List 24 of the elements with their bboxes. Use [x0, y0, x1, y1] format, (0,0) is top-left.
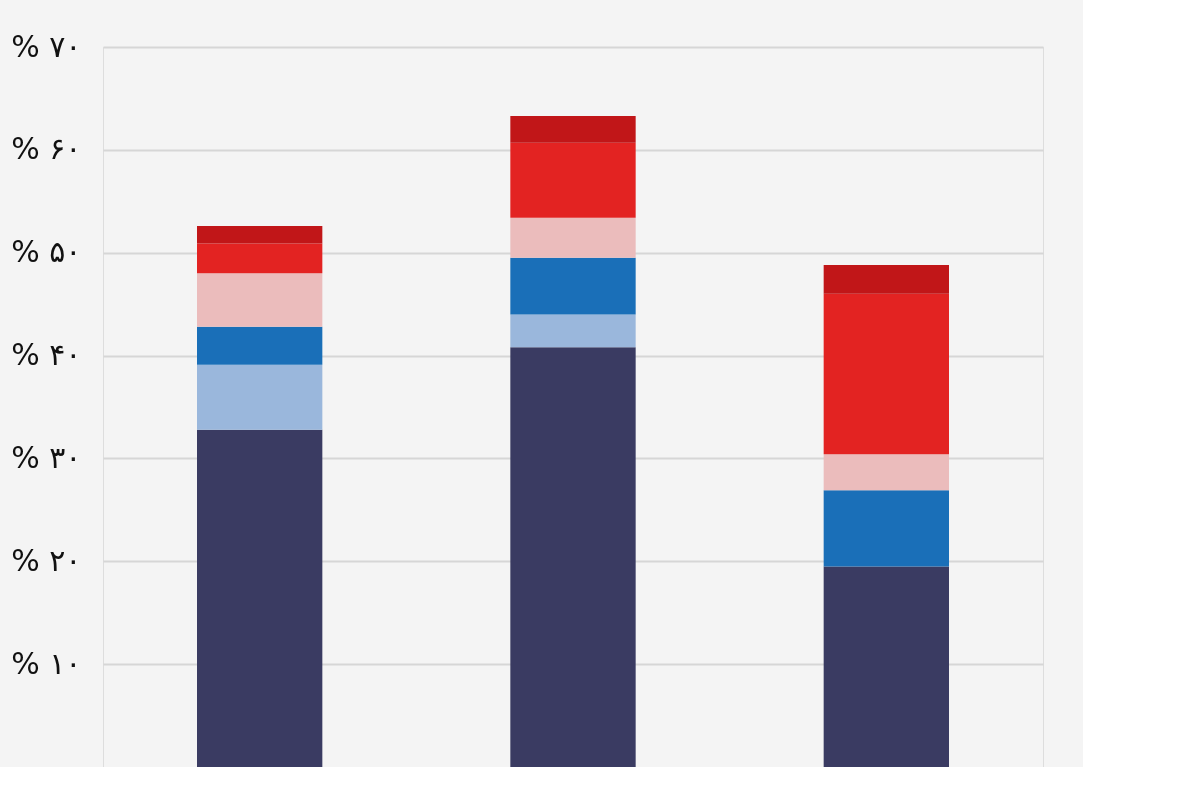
y-tick-label: % ۶۰	[11, 131, 82, 167]
bar	[823, 566, 949, 767]
bar	[197, 273, 323, 327]
bar	[510, 217, 636, 258]
bar	[823, 265, 949, 294]
y-tick-label: % ۱۰	[11, 645, 82, 681]
bar	[823, 454, 949, 491]
bar	[510, 257, 636, 315]
bar	[197, 429, 323, 767]
bar	[510, 314, 636, 348]
y-tick-label: % ۳۰	[11, 439, 82, 475]
bar	[197, 243, 323, 274]
bar	[823, 490, 949, 567]
y-tick-label: % ۵۰	[11, 234, 82, 270]
bar	[510, 142, 636, 218]
bar	[197, 225, 323, 244]
y-tick-label: % ۲۰	[11, 542, 82, 578]
y-tick-label: % ۷۰	[11, 28, 82, 64]
bar	[197, 326, 323, 365]
y-tick-label: % ۴۰	[11, 337, 82, 373]
bar	[823, 293, 949, 455]
bar	[510, 347, 636, 767]
bar	[510, 115, 636, 143]
bar	[197, 364, 323, 430]
